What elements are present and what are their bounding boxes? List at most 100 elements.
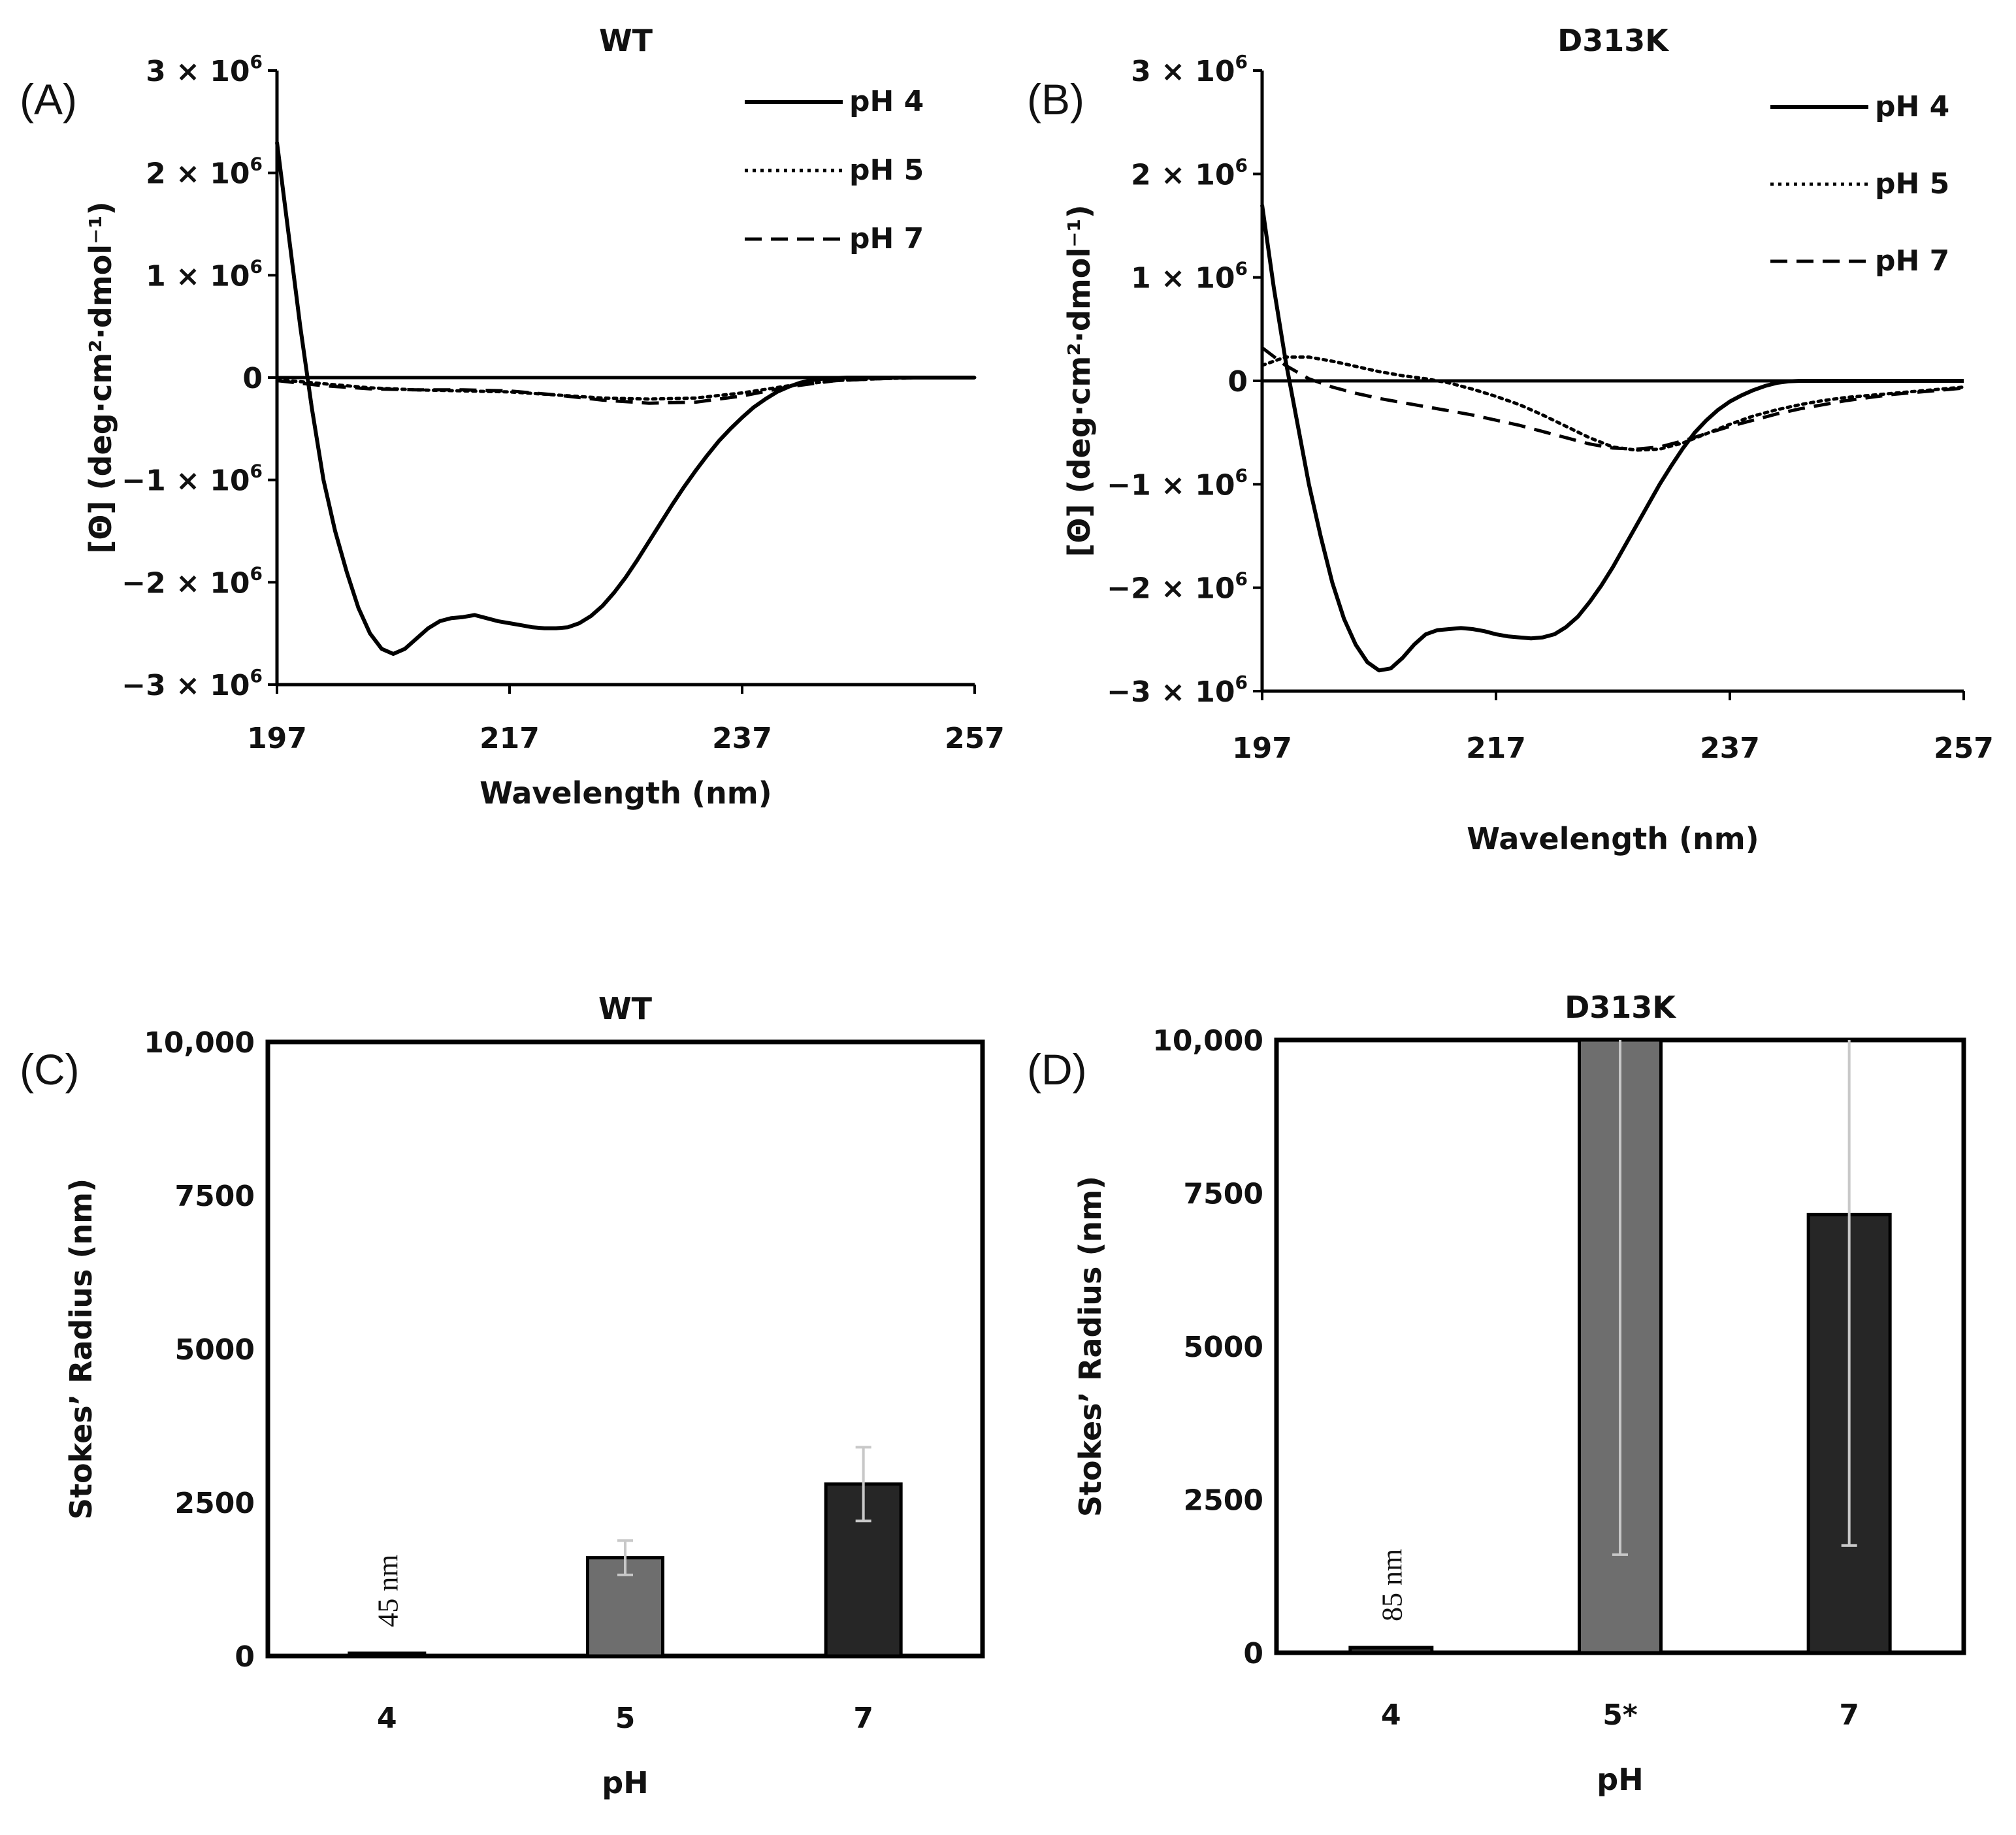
y-tick-exponent: 6 xyxy=(1235,568,1248,590)
y-tick-mantissa: −1 xyxy=(1107,468,1150,502)
panel-2: WT (C) 0 2500 5000 7500 10,000 pH Stokes’ Radius… xyxy=(20,991,985,1800)
bar-ph-4 xyxy=(348,1651,427,1658)
x-tick-label: 5 xyxy=(615,1702,636,1735)
x-axis-label: pH xyxy=(602,1765,648,1800)
y-tick-mantissa: −1 xyxy=(122,464,165,498)
y-tick-mantissa: 0 xyxy=(242,362,263,395)
y-tick-label: −2 × 106 xyxy=(122,562,263,600)
y-tick-mantissa: 1 xyxy=(1131,262,1151,295)
x-tick-label: 257 xyxy=(1934,732,1994,765)
legend-label: pH 5 xyxy=(849,154,924,187)
y-tick-label: 7500 xyxy=(1184,1178,1263,1211)
y-tick-label: 0 xyxy=(1243,1637,1263,1670)
y-axis-label: Stokes’ Radius (nm) xyxy=(1073,1176,1108,1517)
legend-label: pH 4 xyxy=(1875,90,1949,123)
series-line-ph-7 xyxy=(276,376,975,405)
x-tick-label: 7 xyxy=(853,1702,873,1735)
y-tick-label: 10,000 xyxy=(144,1026,255,1060)
legend-label: pH 7 xyxy=(1875,244,1949,278)
y-tick-mantissa: 3 xyxy=(1131,55,1151,88)
x-axis-label: Wavelength (nm) xyxy=(480,775,772,811)
y-tick-label: 0 xyxy=(235,1640,255,1674)
y-tick-mantissa: −2 xyxy=(1107,572,1150,606)
y-tick-label: 5000 xyxy=(175,1333,255,1367)
y-tick-label: 3 × 106 xyxy=(146,51,263,88)
y-axis-label: Stokes’ Radius (nm) xyxy=(63,1178,99,1519)
panel-label: (A) xyxy=(20,75,77,123)
panel-label: (D) xyxy=(1027,1045,1087,1094)
x-tick-label: 217 xyxy=(480,722,540,755)
y-tick-times: × 10 xyxy=(166,157,250,191)
chart-title: D313K xyxy=(1565,990,1677,1025)
x-tick-label: 4 xyxy=(1381,1698,1401,1732)
y-tick-times: × 10 xyxy=(1151,262,1235,295)
legend-label: pH 7 xyxy=(849,222,924,255)
legend-label: pH 4 xyxy=(849,85,924,118)
y-tick-times: × 10 xyxy=(166,55,250,88)
bar-annotation: 45 nm xyxy=(372,1555,404,1627)
series-line-ph-7 xyxy=(1261,346,1964,451)
y-tick-exponent: 6 xyxy=(1235,672,1248,693)
panel-label: (C) xyxy=(20,1045,80,1094)
y-tick-label: 3 × 106 xyxy=(1131,51,1248,88)
y-tick-label: 10,000 xyxy=(1152,1024,1263,1058)
series-line-ph-5 xyxy=(1260,355,1966,452)
y-tick-exponent: 6 xyxy=(1235,464,1248,486)
panel-label: (B) xyxy=(1027,75,1084,123)
panel-3: D313K (D) 0 2500 5000 7500 10,000 pH Stokes’ Rad… xyxy=(1027,990,1966,1797)
y-tick-label: −3 × 106 xyxy=(122,665,263,702)
x-tick-label: 4 xyxy=(377,1702,397,1735)
x-axis-label: pH xyxy=(1597,1762,1643,1797)
y-tick-label: 2 × 106 xyxy=(1131,154,1248,191)
y-tick-times: × 10 xyxy=(1151,468,1235,502)
y-tick-label: −2 × 106 xyxy=(1107,568,1248,606)
y-tick-mantissa: −3 xyxy=(1107,675,1150,709)
legend-label: pH 5 xyxy=(1875,167,1949,201)
x-tick-label: 7 xyxy=(1839,1698,1859,1732)
y-tick-mantissa: 1 xyxy=(146,259,166,293)
y-tick-label: 0 xyxy=(1227,365,1248,398)
y-tick-mantissa: −2 xyxy=(122,566,165,600)
x-tick-label: 257 xyxy=(945,722,1005,755)
chart-title: D313K xyxy=(1557,23,1670,58)
y-axis-label: [Θ] (deg·cm²·dmol⁻¹) xyxy=(1062,204,1097,557)
series-line-ph-4 xyxy=(1260,204,1964,673)
x-tick-label: 217 xyxy=(1466,732,1526,765)
x-tick-label: 197 xyxy=(247,722,307,755)
x-axis-label: Wavelength (nm) xyxy=(1467,821,1759,856)
y-tick-label: 0 xyxy=(242,362,263,395)
y-tick-exponent: 6 xyxy=(250,665,263,687)
bar-annotation: 85 nm xyxy=(1376,1549,1408,1621)
y-tick-times: × 10 xyxy=(166,566,250,600)
y-tick-exponent: 6 xyxy=(250,255,263,277)
chart-title: WT xyxy=(598,991,653,1026)
y-tick-label: 1 × 106 xyxy=(1131,258,1248,295)
y-tick-times: × 10 xyxy=(166,669,250,702)
y-tick-times: × 10 xyxy=(1151,55,1235,88)
y-axis-label: [Θ] (deg·cm²·dmol⁻¹) xyxy=(83,201,118,553)
y-tick-label: 2500 xyxy=(175,1487,255,1520)
y-tick-exponent: 6 xyxy=(1235,154,1248,176)
y-tick-label: 7500 xyxy=(175,1180,255,1213)
y-tick-mantissa: 0 xyxy=(1227,365,1248,398)
x-tick-label: 197 xyxy=(1232,732,1292,765)
y-tick-exponent: 6 xyxy=(1235,51,1248,73)
y-tick-times: × 10 xyxy=(166,259,250,293)
y-tick-exponent: 6 xyxy=(250,461,263,482)
y-tick-label: 2500 xyxy=(1184,1484,1263,1518)
y-tick-times: × 10 xyxy=(1151,158,1235,191)
y-tick-label: −3 × 106 xyxy=(1107,672,1248,709)
series-line-ph-4 xyxy=(275,142,975,656)
y-tick-label: −1 × 106 xyxy=(1107,464,1248,502)
x-tick-label: 5* xyxy=(1602,1698,1638,1732)
y-tick-label: 1 × 106 xyxy=(146,255,263,293)
bar-ph-4 xyxy=(1348,1646,1434,1655)
y-tick-exponent: 6 xyxy=(1235,258,1248,280)
x-tick-label: 237 xyxy=(712,722,772,755)
y-tick-label: 2 × 106 xyxy=(146,154,263,191)
y-tick-mantissa: 2 xyxy=(146,157,166,191)
y-tick-exponent: 6 xyxy=(250,154,263,175)
